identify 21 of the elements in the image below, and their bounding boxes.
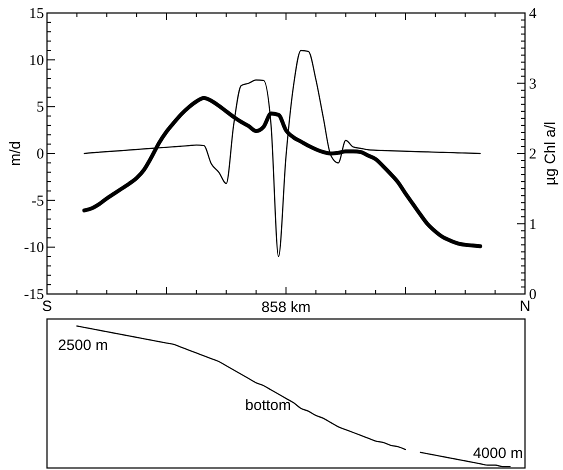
x-tick-label: S xyxy=(42,298,52,315)
y2-tick-label: 0 xyxy=(529,287,536,303)
y-tick-label: 10 xyxy=(29,52,44,69)
y2-tick-label: 1 xyxy=(529,216,536,233)
annotation: 2500 m xyxy=(58,337,108,354)
y2-tick-label: 3 xyxy=(529,76,536,92)
y-axis-title: m/d xyxy=(7,140,24,166)
y-tick-label: 15 xyxy=(29,6,44,22)
y2-tick-label: 4 xyxy=(529,6,537,22)
x-axis-title: 858 km xyxy=(261,299,311,316)
x-tick-label: N xyxy=(520,298,530,315)
y2-axis-title: µg Chl a/l xyxy=(542,122,559,186)
y-tick-label: -15 xyxy=(24,287,44,303)
y-tick-label: 0 xyxy=(36,146,44,162)
y-tick-label: 5 xyxy=(36,100,44,116)
annotation: 4000 m xyxy=(472,445,523,462)
y2-tick-label: 2 xyxy=(529,146,536,162)
line-series xyxy=(84,50,481,258)
y-tick-label: -10 xyxy=(24,240,44,256)
annotation: bottom xyxy=(245,397,291,414)
y-tick-label: -5 xyxy=(32,193,44,210)
